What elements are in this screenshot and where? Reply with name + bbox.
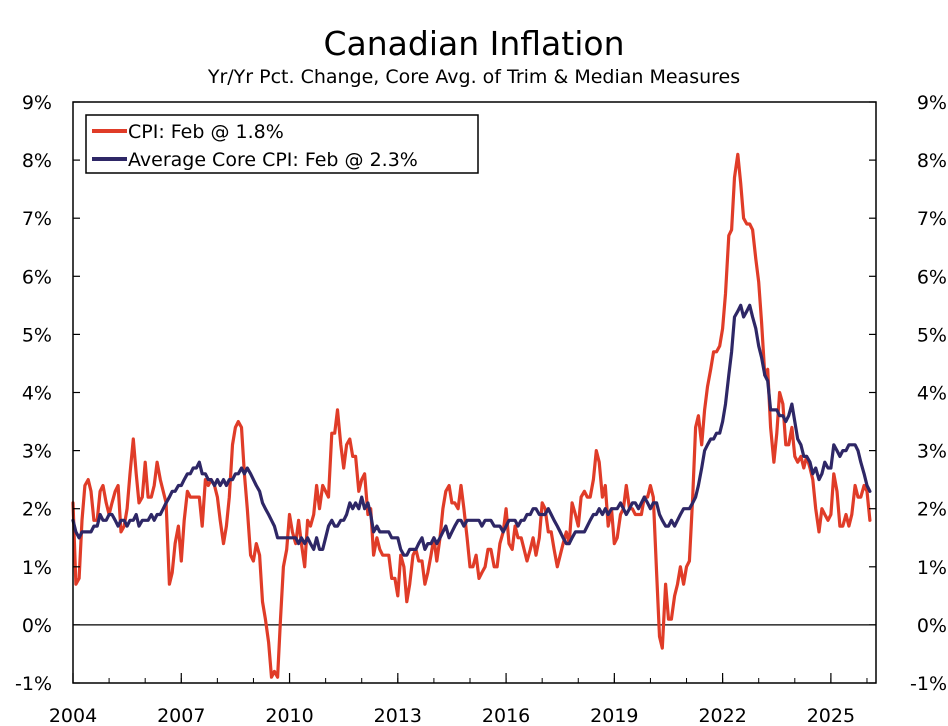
plot-frame: -1% -1% 0% 0% 1% 1% 2% 2% 3% 3% 4% 4% 5% 5% 6% 6% 7% 7% 8%… — [15, 92, 947, 726]
y-tick-label-left: 7% — [22, 208, 52, 230]
y-tick-label-right: 1% — [917, 557, 947, 579]
legend-label-core: Average Core CPI: Feb @ 2.3% — [128, 149, 418, 171]
y-tick-label-left: 6% — [22, 266, 52, 288]
legend: CPI: Feb @ 1.8% Average Core CPI: Feb @ … — [85, 114, 479, 174]
x-tick-label: 2019 — [590, 705, 638, 726]
y-tick-label-right: 2% — [917, 499, 947, 521]
legend-box — [85, 114, 479, 174]
x-tick-label: 2013 — [374, 705, 422, 726]
y-tick-label-left: 0% — [22, 615, 52, 637]
y-tick-label-left: 5% — [22, 324, 52, 346]
x-tick-label: 2010 — [265, 705, 313, 726]
y-tick-label-right: 8% — [917, 150, 947, 172]
y-tick-label-right: 3% — [917, 441, 947, 463]
y-tick-label-right: 6% — [917, 266, 947, 288]
x-tick-label: 2007 — [157, 705, 205, 726]
y-tick-label-left: 4% — [22, 383, 52, 405]
y-tick-label-right: 7% — [917, 208, 947, 230]
x-tick-label: 2022 — [698, 705, 746, 726]
series-line-core — [71, 303, 872, 557]
y-tick-label-right: 0% — [917, 615, 947, 637]
y-tick-label-right: 9% — [917, 92, 947, 114]
series-lines — [71, 152, 872, 679]
chart-title: Canadian Inflation — [323, 24, 624, 63]
y-tick-label-left: 1% — [22, 557, 52, 579]
x-tick-label: 2016 — [482, 705, 530, 726]
y-tick-label-left: -1% — [15, 673, 52, 695]
chart-subtitle: Yr/Yr Pct. Change, Core Avg. of Trim & M… — [207, 66, 740, 88]
series-line-cpi — [71, 152, 872, 679]
y-tick-label-right: 4% — [917, 383, 947, 405]
y-tick-label-right: 5% — [917, 324, 947, 346]
x-tick-label: 2004 — [49, 705, 97, 726]
y-tick-label-left: 2% — [22, 499, 52, 521]
y-tick-label-left: 9% — [22, 92, 52, 114]
y-tick-label-left: 3% — [22, 441, 52, 463]
y-tick-label-right: -1% — [910, 673, 947, 695]
x-tick-label: 2025 — [807, 705, 855, 726]
plot-border — [72, 101, 877, 684]
y-tick-label-left: 8% — [22, 150, 52, 172]
legend-label-cpi: CPI: Feb @ 1.8% — [128, 121, 284, 143]
